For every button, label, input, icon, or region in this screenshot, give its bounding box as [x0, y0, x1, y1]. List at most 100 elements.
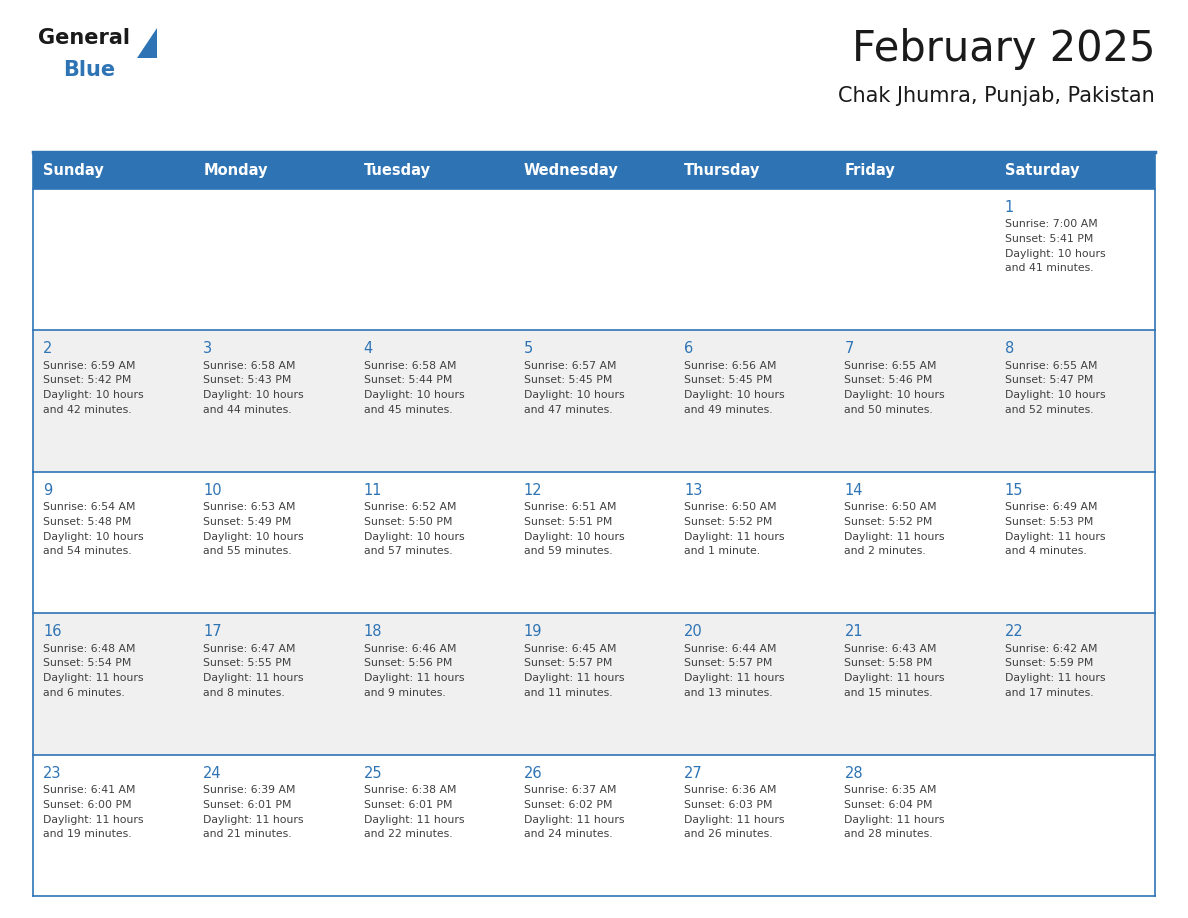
Text: Sunset: 5:53 PM: Sunset: 5:53 PM [1005, 517, 1093, 527]
Text: Sunrise: 6:42 AM: Sunrise: 6:42 AM [1005, 644, 1098, 654]
Text: 11: 11 [364, 483, 383, 498]
Text: Daylight: 11 hours: Daylight: 11 hours [684, 532, 784, 542]
Text: 4: 4 [364, 341, 373, 356]
Text: Sunset: 5:45 PM: Sunset: 5:45 PM [684, 375, 772, 386]
Text: Sunset: 5:49 PM: Sunset: 5:49 PM [203, 517, 292, 527]
Text: 22: 22 [1005, 624, 1024, 639]
Text: Sunrise: 6:49 AM: Sunrise: 6:49 AM [1005, 502, 1098, 512]
Text: Daylight: 11 hours: Daylight: 11 hours [524, 673, 625, 683]
Text: Daylight: 10 hours: Daylight: 10 hours [1005, 390, 1105, 400]
Text: Sunset: 5:46 PM: Sunset: 5:46 PM [845, 375, 933, 386]
Text: and 28 minutes.: and 28 minutes. [845, 829, 933, 839]
Text: Sunrise: 6:59 AM: Sunrise: 6:59 AM [43, 361, 135, 371]
Text: Sunrise: 6:44 AM: Sunrise: 6:44 AM [684, 644, 777, 654]
Bar [33, 472, 1155, 613]
Text: 15: 15 [1005, 483, 1023, 498]
Text: and 42 minutes.: and 42 minutes. [43, 405, 132, 415]
Text: Sunrise: 6:55 AM: Sunrise: 6:55 AM [1005, 361, 1098, 371]
Text: 17: 17 [203, 624, 222, 639]
Text: 23: 23 [43, 766, 62, 780]
Text: and 45 minutes.: and 45 minutes. [364, 405, 453, 415]
Text: Sunset: 6:01 PM: Sunset: 6:01 PM [364, 800, 453, 810]
Text: 18: 18 [364, 624, 383, 639]
Text: 13: 13 [684, 483, 702, 498]
Text: Daylight: 11 hours: Daylight: 11 hours [203, 814, 304, 824]
Text: and 49 minutes.: and 49 minutes. [684, 405, 772, 415]
Text: and 11 minutes.: and 11 minutes. [524, 688, 613, 698]
Text: Saturday: Saturday [1005, 162, 1079, 178]
Text: Sunrise: 6:35 AM: Sunrise: 6:35 AM [845, 785, 937, 795]
Text: 20: 20 [684, 624, 703, 639]
Text: February 2025: February 2025 [852, 28, 1155, 70]
Text: Sunset: 5:58 PM: Sunset: 5:58 PM [845, 658, 933, 668]
Text: Daylight: 11 hours: Daylight: 11 hours [1005, 532, 1105, 542]
Text: Daylight: 10 hours: Daylight: 10 hours [364, 390, 465, 400]
Text: 27: 27 [684, 766, 703, 780]
Text: Sunset: 5:48 PM: Sunset: 5:48 PM [43, 517, 132, 527]
Text: Sunrise: 6:47 AM: Sunrise: 6:47 AM [203, 644, 296, 654]
Text: Daylight: 10 hours: Daylight: 10 hours [203, 390, 304, 400]
Text: Daylight: 11 hours: Daylight: 11 hours [684, 673, 784, 683]
Text: Sunset: 5:57 PM: Sunset: 5:57 PM [684, 658, 772, 668]
Text: Sunrise: 7:00 AM: Sunrise: 7:00 AM [1005, 219, 1098, 229]
Text: 14: 14 [845, 483, 862, 498]
Text: Monday: Monday [203, 162, 267, 178]
Text: Sunrise: 6:51 AM: Sunrise: 6:51 AM [524, 502, 617, 512]
Text: Sunrise: 6:50 AM: Sunrise: 6:50 AM [684, 502, 777, 512]
Bar [33, 613, 1155, 755]
Text: Sunset: 5:41 PM: Sunset: 5:41 PM [1005, 234, 1093, 244]
Text: Daylight: 11 hours: Daylight: 11 hours [524, 814, 625, 824]
Bar [33, 152, 1155, 188]
Text: 6: 6 [684, 341, 694, 356]
Text: Sunset: 5:52 PM: Sunset: 5:52 PM [684, 517, 772, 527]
Text: 8: 8 [1005, 341, 1015, 356]
Text: Daylight: 10 hours: Daylight: 10 hours [203, 532, 304, 542]
Text: and 26 minutes.: and 26 minutes. [684, 829, 772, 839]
Text: Daylight: 11 hours: Daylight: 11 hours [43, 814, 144, 824]
Text: and 13 minutes.: and 13 minutes. [684, 688, 772, 698]
Text: Daylight: 11 hours: Daylight: 11 hours [845, 814, 944, 824]
Text: and 44 minutes.: and 44 minutes. [203, 405, 292, 415]
Text: and 21 minutes.: and 21 minutes. [203, 829, 292, 839]
Text: 19: 19 [524, 624, 543, 639]
Text: 1: 1 [1005, 199, 1015, 215]
Text: Daylight: 10 hours: Daylight: 10 hours [845, 390, 944, 400]
Text: Sunset: 6:03 PM: Sunset: 6:03 PM [684, 800, 772, 810]
Text: Daylight: 11 hours: Daylight: 11 hours [1005, 673, 1105, 683]
Text: Sunset: 5:59 PM: Sunset: 5:59 PM [1005, 658, 1093, 668]
Text: Blue: Blue [63, 60, 115, 80]
Text: Sunset: 5:51 PM: Sunset: 5:51 PM [524, 517, 612, 527]
Text: and 57 minutes.: and 57 minutes. [364, 546, 453, 556]
Text: Sunset: 5:47 PM: Sunset: 5:47 PM [1005, 375, 1093, 386]
Text: Sunset: 6:04 PM: Sunset: 6:04 PM [845, 800, 933, 810]
Text: and 47 minutes.: and 47 minutes. [524, 405, 613, 415]
Text: and 50 minutes.: and 50 minutes. [845, 405, 934, 415]
Text: 9: 9 [43, 483, 52, 498]
Text: 5: 5 [524, 341, 533, 356]
Text: Sunrise: 6:41 AM: Sunrise: 6:41 AM [43, 785, 135, 795]
Polygon shape [137, 28, 157, 58]
Text: Friday: Friday [845, 162, 896, 178]
Text: Thursday: Thursday [684, 162, 760, 178]
Text: Chak Jhumra, Punjab, Pakistan: Chak Jhumra, Punjab, Pakistan [839, 86, 1155, 106]
Text: Sunset: 5:52 PM: Sunset: 5:52 PM [845, 517, 933, 527]
Text: Sunrise: 6:38 AM: Sunrise: 6:38 AM [364, 785, 456, 795]
Text: Daylight: 11 hours: Daylight: 11 hours [845, 532, 944, 542]
Text: Sunrise: 6:46 AM: Sunrise: 6:46 AM [364, 644, 456, 654]
Text: and 4 minutes.: and 4 minutes. [1005, 546, 1087, 556]
Text: 21: 21 [845, 624, 862, 639]
Text: 28: 28 [845, 766, 862, 780]
Text: Sunrise: 6:36 AM: Sunrise: 6:36 AM [684, 785, 777, 795]
Text: 2: 2 [43, 341, 52, 356]
Text: Sunset: 5:56 PM: Sunset: 5:56 PM [364, 658, 451, 668]
Text: 12: 12 [524, 483, 543, 498]
Text: General: General [38, 28, 129, 48]
Text: Sunset: 5:44 PM: Sunset: 5:44 PM [364, 375, 451, 386]
Text: and 9 minutes.: and 9 minutes. [364, 688, 446, 698]
Text: 3: 3 [203, 341, 213, 356]
Text: Tuesday: Tuesday [364, 162, 430, 178]
Text: and 22 minutes.: and 22 minutes. [364, 829, 453, 839]
Text: and 6 minutes.: and 6 minutes. [43, 688, 125, 698]
Text: Sunrise: 6:58 AM: Sunrise: 6:58 AM [203, 361, 296, 371]
Text: Sunrise: 6:39 AM: Sunrise: 6:39 AM [203, 785, 296, 795]
